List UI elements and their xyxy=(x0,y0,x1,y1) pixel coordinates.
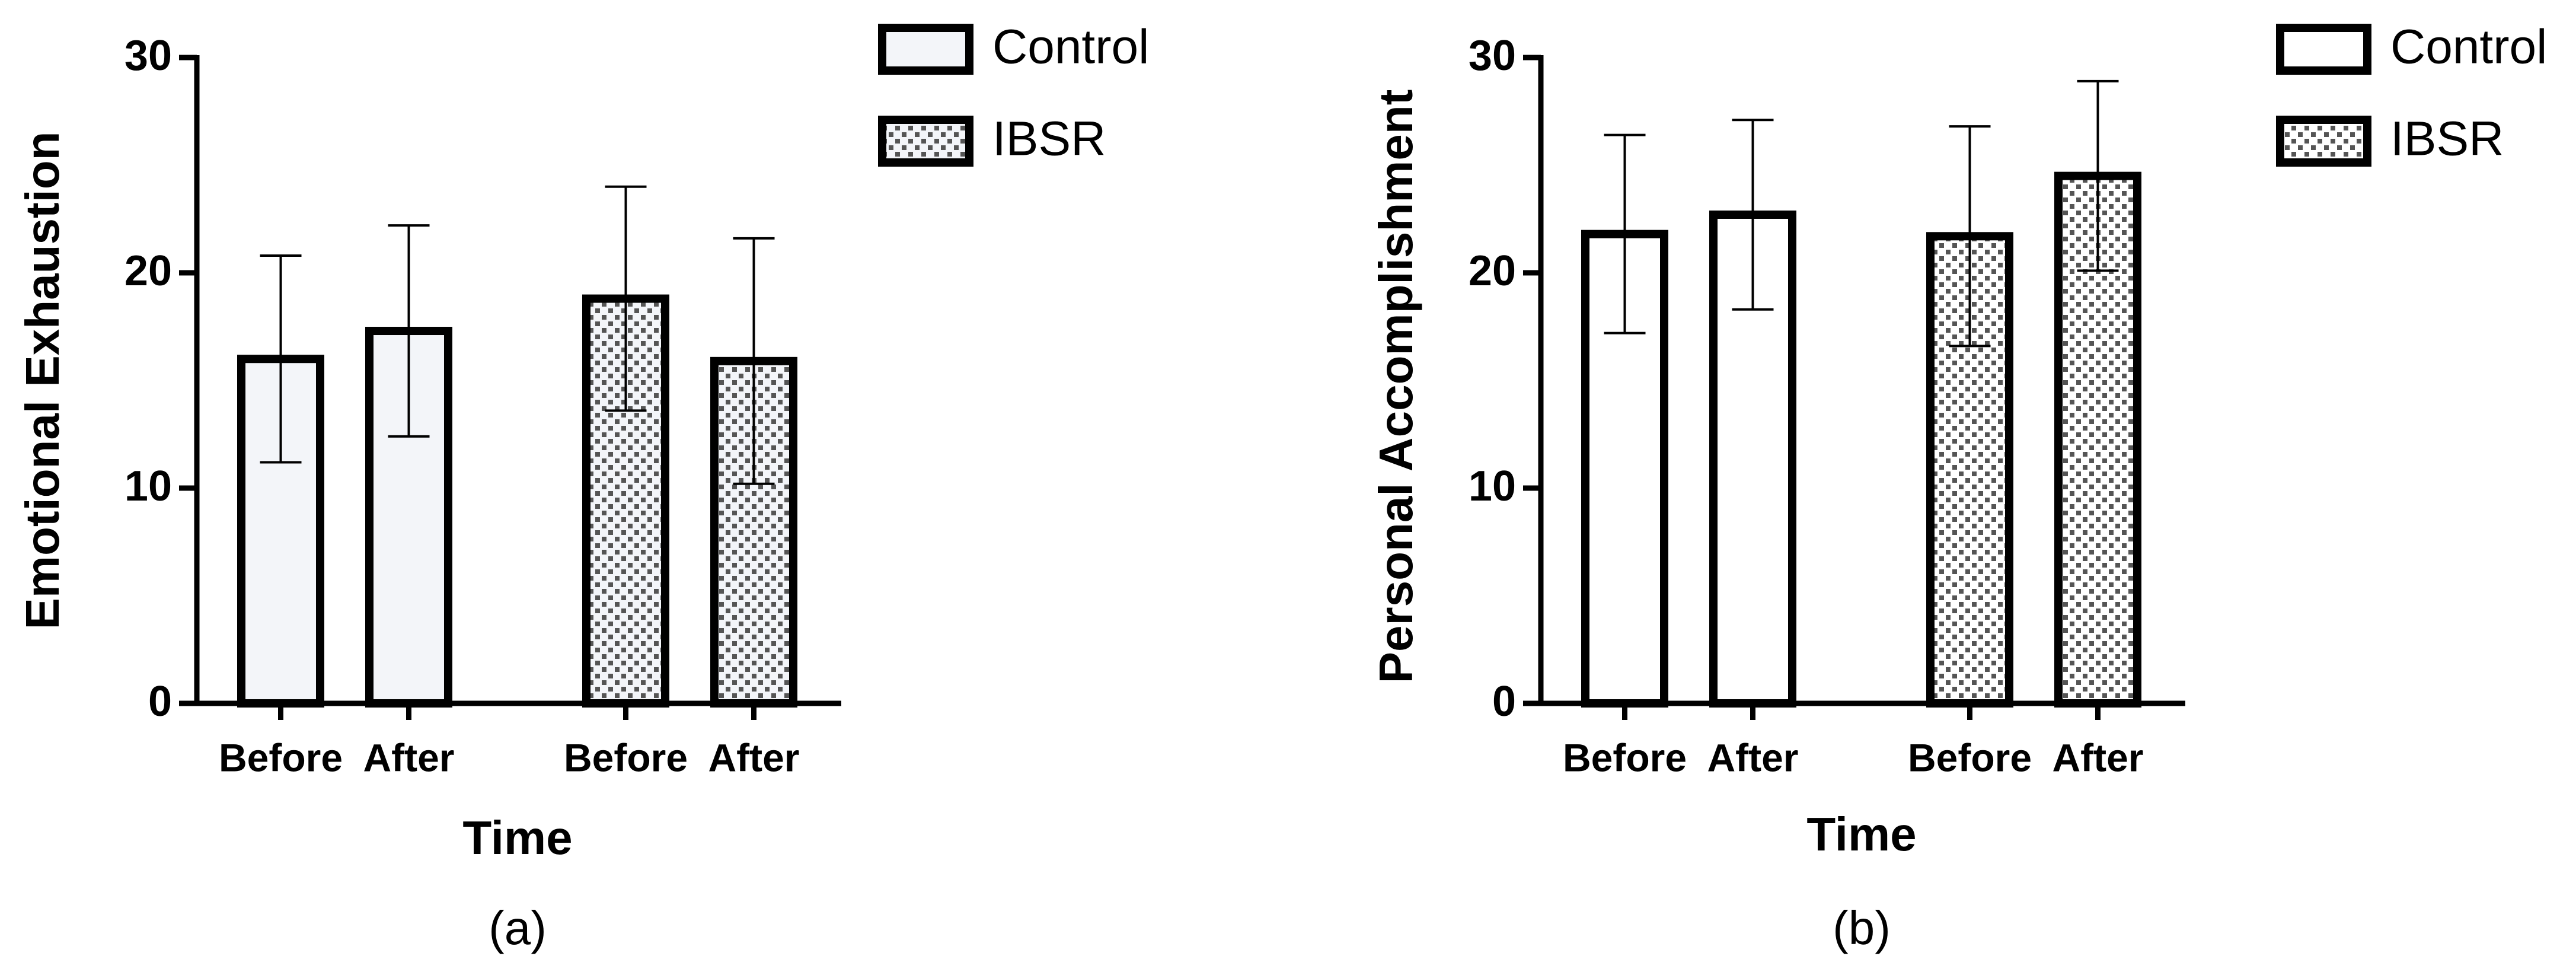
caption: (b) xyxy=(1833,901,1891,954)
y-axis-label: Personal Accomplishment xyxy=(1370,90,1422,684)
legend-swatch xyxy=(2276,116,2371,167)
x-tick-label: After xyxy=(2052,735,2143,779)
legend-label: Control xyxy=(992,20,1149,74)
legend-label: IBSR xyxy=(2390,112,2504,166)
x-axis-label: Time xyxy=(462,811,572,864)
legend-swatch xyxy=(2276,24,2371,75)
x-axis-label: Time xyxy=(1806,808,1916,861)
x-tick-label: Before xyxy=(1563,735,1687,779)
legend-label: IBSR xyxy=(992,112,1106,166)
legend-swatch xyxy=(878,24,973,75)
y-tick-label: 0 xyxy=(148,678,172,725)
y-tick-label: 30 xyxy=(125,32,172,79)
y-tick-label: 0 xyxy=(1492,678,1516,725)
x-tick-label: Before xyxy=(219,735,343,779)
legend-swatch xyxy=(878,116,973,167)
legend-label: Control xyxy=(2390,20,2547,74)
y-tick-label: 10 xyxy=(1469,463,1516,510)
x-tick-label: After xyxy=(363,735,454,779)
y-tick-label: 30 xyxy=(1469,32,1516,79)
x-tick-label: After xyxy=(1707,735,1798,779)
y-tick-label: 10 xyxy=(125,463,172,510)
caption: (a) xyxy=(489,901,547,954)
y-tick-label: 20 xyxy=(125,247,172,295)
chart: 0 10 20 30 Before After Control Before After IBSR… xyxy=(16,20,1149,954)
x-tick-label: Before xyxy=(564,735,688,779)
x-tick-label: Before xyxy=(1908,735,2032,779)
x-tick-label: After xyxy=(708,735,799,779)
y-tick-label: 20 xyxy=(1469,247,1516,295)
chart: 0 10 20 30 Before After Control Before After IBSR… xyxy=(1370,20,2547,954)
y-axis-label: Emotional Exhaustion xyxy=(16,131,69,629)
